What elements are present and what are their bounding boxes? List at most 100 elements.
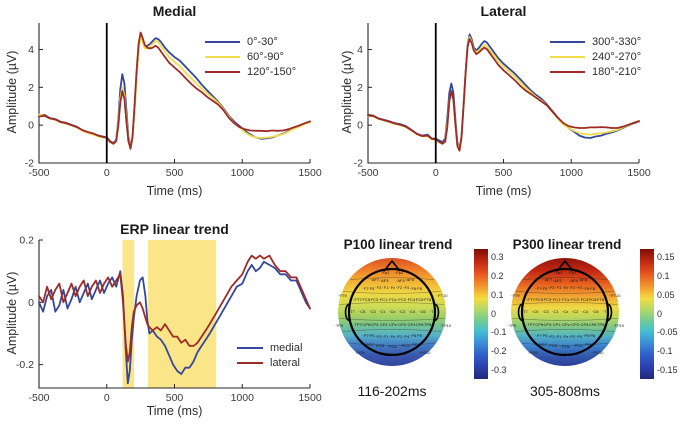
electrode-label-Fp1: Fp1 (554, 270, 563, 275)
electrode-label-Fz: Fz (389, 285, 395, 290)
colorbar-tick-label: -0.3 (491, 365, 507, 376)
electrode-label-P2: P2 (396, 334, 402, 339)
electrode-label-FC6: FC6 (587, 297, 597, 302)
trend-legend: medial lateral (237, 340, 302, 370)
electrode-label-PO4: PO4 (573, 343, 583, 348)
electrode-label-P8: P8 (588, 333, 595, 338)
y-tick-label: 4 (28, 44, 34, 56)
electrode-label-C2: C2 (571, 310, 578, 314)
colorbar-tick-label: 0.05 (657, 289, 675, 300)
electrode-label-AF4: AF4 (396, 279, 404, 283)
electrode-label-FT7: FT7 (526, 297, 535, 302)
electrode-label-F6: F6 (410, 286, 416, 291)
electrode-label-P8: P8 (415, 333, 422, 338)
legend-line-swatch (550, 40, 585, 43)
p100-colorbar (474, 249, 488, 379)
electrode-label-FC1: FC1 (378, 297, 388, 302)
series-120°-150° (38, 31, 311, 150)
electrode-label-TP10: TP10 (613, 324, 625, 328)
electrode-label-FC2: FC2 (570, 297, 579, 302)
electrode-label-Pz: Pz (562, 334, 569, 339)
electrode-label-F1: F1 (382, 285, 389, 290)
lateral-legend: 300°-330° 240°-270° 180°-210° (550, 34, 641, 79)
electrode-label-FT7: FT7 (353, 297, 362, 302)
electrode-label-PO10: PO10 (418, 350, 430, 355)
legend-line-swatch (237, 361, 263, 364)
electrode-label-TP9: TP9 (334, 324, 343, 328)
electrode-label-CP6: CP6 (414, 323, 424, 327)
electrode-label-CP2: CP2 (569, 323, 579, 327)
colorbar-tick-label: 0.2 (491, 270, 504, 281)
lateral-plot: -500 0 500 1000 1500 -2 0 2 4 (354, 23, 651, 179)
y-tick-label: 2 (357, 82, 363, 94)
electrode-label-Cz: Cz (562, 310, 568, 314)
electrode-label-AF4: AF4 (569, 279, 577, 283)
colorbar-tick-label: 0.15 (657, 251, 675, 262)
electrode-label-P6: P6 (410, 334, 416, 338)
y-tick-label: -2 (25, 158, 34, 170)
legend-item: 180°-210° (550, 64, 641, 79)
electrode-label-TP8: TP8 (422, 323, 431, 327)
electrode-label-P7: P7 (362, 333, 369, 338)
panel-trend-title: ERP linear trend (120, 221, 229, 237)
electrode-label-C6: C6 (419, 310, 426, 314)
electrode-label-AF7: AF7 (543, 277, 552, 282)
electrode-label-AF3: AF3 (379, 279, 388, 283)
electrode-label-CP1: CP1 (378, 323, 388, 327)
electrode-label-C3: C3 (542, 310, 549, 314)
y-tick-label: 0 (357, 120, 363, 132)
legend-label: 120°-150° (247, 65, 297, 78)
electrode-label-FC1: FC1 (551, 297, 561, 302)
electrode-label-F5: F5 (541, 286, 548, 291)
p300-title: P300 linear trend (512, 237, 622, 252)
y-tick-label: 2 (28, 82, 34, 94)
p100-electrodes: Fp1 Fp2 AF7AF3 AF4AF8 F7F5F3F1FzF2F4F6F8 FT9 F… (334, 252, 451, 368)
panel-medial-title: Medial (152, 3, 197, 19)
electrode-label-FT10: FT10 (436, 294, 447, 298)
colorbar-tick-label: 0.3 (491, 251, 504, 262)
series-medial (38, 260, 311, 385)
electrode-label-FCz: FCz (560, 297, 569, 302)
legend-line-swatch (205, 55, 240, 58)
medial-plot: -500 0 500 1000 1500 -2 0 2 4 (25, 23, 322, 179)
legend-line-swatch (550, 55, 585, 58)
electrode-label-P2: P2 (569, 334, 575, 339)
left-ear-outline (517, 303, 524, 322)
electrode-label-Oz: Oz (562, 353, 568, 357)
x-tick-label: 0 (104, 392, 110, 404)
electrode-label-C6: C6 (592, 310, 599, 314)
electrode-label-Fp2: Fp2 (568, 270, 576, 275)
electrode-label-T7: T7 (521, 310, 528, 314)
electrode-label-CP5: CP5 (361, 323, 370, 327)
electrode-label-P3: P3 (548, 334, 555, 339)
electrode-label-C1: C1 (552, 310, 558, 314)
x-tick-label: 1500 (627, 167, 651, 179)
electrode-label-F7: F7 (362, 287, 369, 291)
x-tick-label: -500 (357, 167, 378, 179)
legend-item: 300°-330° (550, 34, 641, 49)
electrode-label-FCz: FCz (387, 297, 396, 302)
series-180°-210° (367, 38, 640, 152)
electrode-label-CP4: CP4 (406, 323, 416, 327)
x-tick-label: 1000 (231, 167, 255, 179)
electrode-label-FT8: FT8 (595, 297, 604, 302)
legend-item: lateral (237, 355, 302, 370)
right-ear-outline (606, 303, 613, 322)
electrode-label-PO7: PO7 (537, 342, 547, 347)
electrode-label-PO8: PO8 (410, 342, 420, 347)
electrode-label-P7: P7 (535, 333, 542, 338)
nose-outline (383, 260, 401, 272)
electrode-label-TP7: TP7 (353, 323, 361, 327)
electrode-label-C2: C2 (398, 310, 405, 314)
panel-trend: ERP linear trend Amplitude (µV) -500 0 500… (0, 213, 342, 426)
y-tick-label: -0.2 (16, 359, 34, 371)
electrode-label-P1: P1 (555, 334, 562, 339)
legend-label: medial (270, 341, 303, 354)
colorbar-tick-label: -0.1 (491, 327, 507, 338)
contour-line (522, 277, 608, 280)
electrode-label-FT10: FT10 (609, 294, 620, 298)
electrode-label-FC4: FC4 (579, 297, 589, 302)
electrode-label-P4: P4 (403, 334, 409, 339)
electrode-label-PO3: PO3 (374, 343, 384, 348)
electrode-label-AF3: AF3 (552, 279, 561, 283)
